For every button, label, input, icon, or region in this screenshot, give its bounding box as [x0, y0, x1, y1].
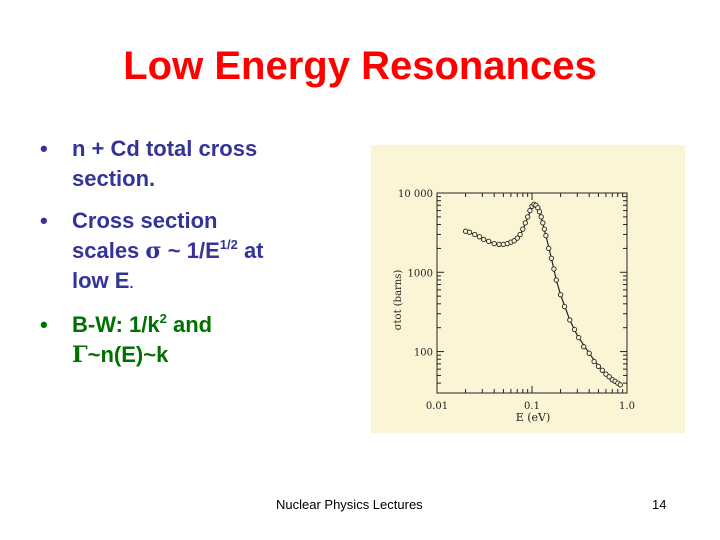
data-point [496, 241, 502, 248]
bullet-text: n + Cd total cross section. [72, 136, 258, 191]
plot-frame [436, 192, 628, 394]
data-point [586, 350, 592, 356]
bullet-text-bw: B-W: 1/k [72, 312, 160, 337]
data-point [576, 334, 582, 341]
x-tick-label: 0.1 [524, 401, 540, 412]
data-point [603, 371, 609, 377]
data-point [486, 238, 492, 245]
bullet-text-lowe: low E [72, 268, 130, 293]
data-point [561, 303, 568, 310]
bullet-line: Cross section [72, 208, 218, 233]
data-point [525, 214, 531, 220]
data-point [543, 232, 549, 239]
data-point [557, 292, 564, 298]
data-point [553, 277, 559, 283]
sigma-symbol: σ [145, 238, 162, 264]
data-point [541, 226, 548, 232]
bullet-dot: • [40, 208, 48, 233]
y-tick-label: 10 000 [398, 189, 433, 200]
y-axis-label: σtot (barns) [393, 270, 404, 331]
data-point [538, 214, 544, 220]
chart-axes [436, 192, 628, 394]
cross-section-chart: 0.01 0.1 1.0 10 000 1000 100 σtot (barns) E (… [393, 189, 635, 424]
x-tick-label: 1.0 [619, 401, 635, 412]
data-point [536, 209, 543, 215]
data-point [548, 255, 555, 261]
data-point [514, 235, 520, 241]
bullet-text-at: at [237, 238, 264, 263]
footer-title: Nuclear Physics Lectures [276, 497, 423, 512]
superscript: 1/2 [219, 237, 238, 252]
page-number: 14 [652, 497, 667, 512]
data-point [595, 363, 602, 370]
tick-labels: 0.01 0.1 1.0 10 000 1000 100 [398, 189, 635, 412]
data-point [540, 220, 546, 226]
bullet-list: • n + Cd total cross section. • Cross se… [40, 134, 340, 382]
bullet-cross-section: • n + Cd total cross section. [40, 134, 340, 194]
bullet-breit-wigner: • B-W: 1/k2 and Γ~n(E)~k [40, 310, 340, 370]
bullet-text-rest: ~n(E)~k [87, 342, 169, 367]
bullet-dot: • [40, 312, 48, 337]
period: . [129, 275, 134, 291]
data-point [606, 374, 612, 380]
data-point [522, 220, 528, 226]
data-points [462, 201, 623, 388]
bullet-text-and: and [166, 312, 213, 337]
y-tick-label: 1000 [408, 268, 433, 279]
cross-section-figure: 0.01 0.1 1.0 10 000 1000 100 σtot (barns) E (… [371, 145, 685, 433]
data-point [466, 229, 473, 235]
data-point [581, 344, 587, 350]
data-point [520, 226, 526, 232]
gamma-symbol: Γ [72, 342, 88, 368]
data-point [599, 367, 605, 373]
bullet-text-scales: scales [72, 238, 140, 263]
slide-title: Low Energy Resonances [123, 44, 597, 88]
x-tick-label: 0.01 [426, 401, 448, 412]
fit-curve [465, 205, 621, 386]
data-point [491, 240, 497, 247]
data-point [567, 317, 573, 323]
y-tick-label: 100 [414, 348, 433, 359]
superscript: 2 [159, 311, 167, 326]
data-point [476, 234, 483, 240]
data-point [472, 231, 478, 238]
bullet-text-tilde: ~ 1/E [161, 238, 220, 263]
bullet-dot: • [40, 136, 48, 161]
data-point [617, 382, 623, 388]
data-point [591, 358, 597, 365]
data-point [517, 231, 523, 238]
data-point [546, 245, 552, 252]
bullet-scaling: • Cross section scales σ ~ 1/E1/2 at low… [40, 206, 340, 298]
data-point [481, 236, 487, 243]
data-point [527, 207, 533, 214]
data-point [571, 326, 578, 333]
data-point [551, 266, 557, 272]
x-axis-label: E (eV) [516, 411, 551, 424]
